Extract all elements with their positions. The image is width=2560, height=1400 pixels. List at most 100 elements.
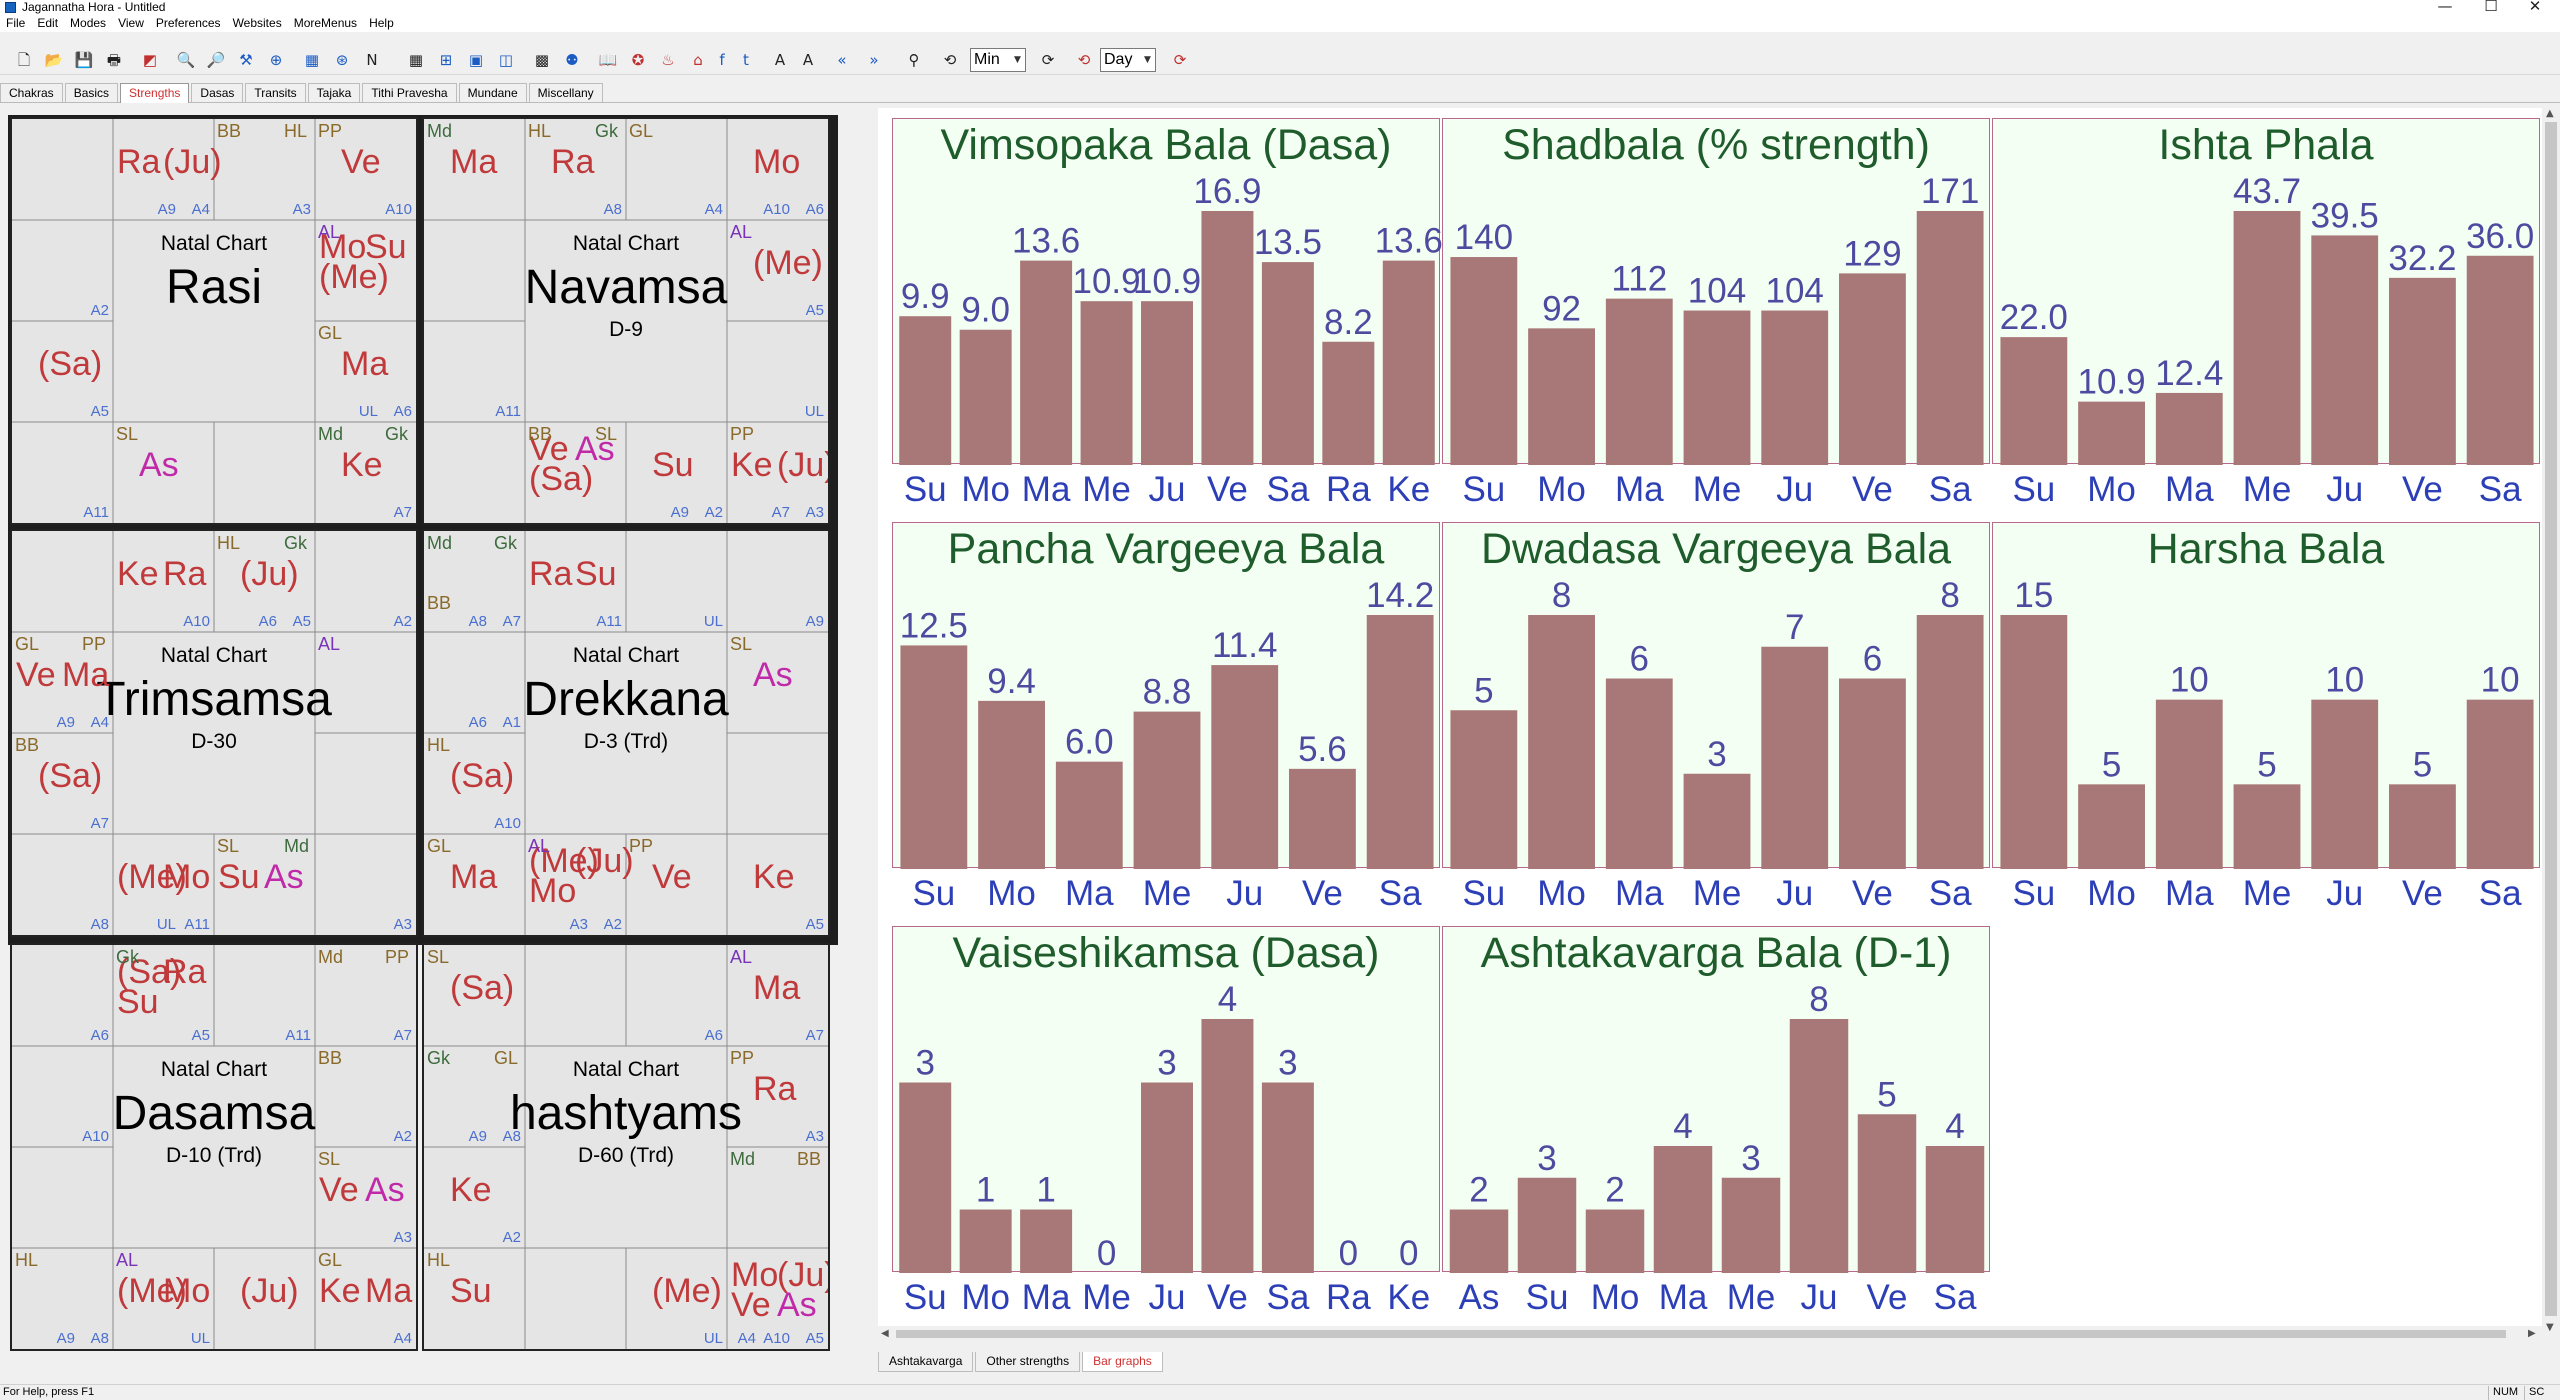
house-cell-h1[interactable]: (Sa) Ra Su Gk A5: [113, 945, 214, 1046]
globe-icon[interactable]: ⊕: [269, 51, 283, 69]
house-cell-h8[interactable]: As SL: [113, 422, 214, 523]
scroll-left-icon[interactable]: ◀: [881, 1328, 889, 1339]
day-forward-icon[interactable]: ⟳: [1173, 51, 1187, 69]
house-cell-h1[interactable]: Ra HL Gk A8: [525, 119, 626, 220]
help-pointer-icon[interactable]: ⚲: [908, 51, 920, 69]
house-cell-h3[interactable]: A9: [727, 531, 828, 632]
menu-file[interactable]: File: [6, 16, 26, 30]
house-cell-h9[interactable]: A11: [12, 422, 113, 523]
house-cell-h10[interactable]: Ke A2: [424, 1147, 525, 1248]
house-icon[interactable]: ⌂: [693, 51, 703, 69]
house-cell-h2[interactable]: BB HL A3: [214, 119, 315, 220]
tools-icon[interactable]: ⚒: [239, 51, 253, 69]
new-file-icon[interactable]: 🗋: [17, 51, 31, 69]
print-icon[interactable]: 🖶: [106, 51, 122, 69]
house-cell-h11[interactable]: Gk GL A9 A8: [424, 1046, 525, 1147]
house-cell-h11[interactable]: Ve Ma GL PP A9 A4: [12, 632, 113, 733]
house-cell-h11[interactable]: A6 A1: [424, 632, 525, 733]
chart-rasi[interactable]: Natal Chart Rasi Ra (Ju) A9 A4 BB HL A3 Ve PP A10 Mo…: [10, 117, 418, 525]
house-cell-h3[interactable]: Mo A10 A6: [727, 119, 828, 220]
house-cell-h6[interactable]: Ke Md Gk A7: [315, 422, 416, 523]
house-cell-h8[interactable]: (Me) Mo AL UL: [113, 1248, 214, 1349]
menu-edit[interactable]: Edit: [37, 16, 59, 30]
house-cell-h4[interactable]: Ra PP A3: [727, 1046, 828, 1147]
horizontal-scrollbar[interactable]: ◀ ▶: [878, 1326, 2542, 1342]
grid-chart-icon[interactable]: ▦: [408, 51, 424, 69]
dance-icon[interactable]: ✪: [631, 51, 645, 69]
house-cell-h7[interactable]: (Ju): [214, 1248, 315, 1349]
open-file-icon[interactable]: 📂: [44, 51, 64, 69]
house-cell-h7[interactable]: Su A9 A2: [626, 422, 727, 523]
maximize-button[interactable]: ☐: [2484, 0, 2498, 15]
bottom-tab-other-strengths[interactable]: Other strengths: [975, 1352, 1081, 1372]
forward-icon[interactable]: »: [869, 51, 879, 69]
house-cell-h5[interactable]: Ve As SL A3: [315, 1147, 416, 1248]
chart-navamsa[interactable]: Natal Chart Navamsa D-9 Ra HL Gk A8 GL A4 Ma Md Mo A…: [422, 117, 830, 525]
close-button[interactable]: ✕: [2528, 0, 2542, 15]
tab-chakras[interactable]: Chakras: [0, 83, 63, 102]
house-cell-h2[interactable]: A6: [626, 945, 727, 1046]
house-cell-h12[interactable]: Md Gk BB A8 A7: [424, 531, 525, 632]
facebook-icon[interactable]: f: [719, 51, 725, 69]
scroll-down-icon[interactable]: ▼: [2546, 1322, 2554, 1333]
tab-strengths[interactable]: Strengths: [120, 83, 190, 103]
house-cell-h3[interactable]: Ve PP A10: [315, 119, 416, 220]
menu-modes[interactable]: Modes: [70, 16, 107, 30]
house-cell-h6[interactable]: Ke A5: [727, 834, 828, 935]
house-cell-h5[interactable]: Ma GL UL A6: [315, 321, 416, 422]
menu-view[interactable]: View: [118, 16, 144, 30]
house-cell-h9[interactable]: Su HL: [424, 1248, 525, 1349]
tab-transits[interactable]: Transits: [245, 83, 306, 102]
scroll-up-icon[interactable]: ▲: [2546, 108, 2554, 119]
house-cell-h9[interactable]: Ma GL: [424, 834, 525, 935]
house-cell-h2[interactable]: UL: [626, 531, 727, 632]
house-cell-h6[interactable]: A3: [315, 834, 416, 935]
house-cell-h8[interactable]: (Me) Mo UL A11: [113, 834, 214, 935]
time-forward-icon[interactable]: ⟳: [1041, 51, 1055, 69]
bottom-tab-bar-graphs[interactable]: Bar graphs: [1082, 1352, 1163, 1372]
fire-icon[interactable]: ♨: [661, 51, 675, 69]
tab-miscellany[interactable]: Miscellany: [528, 83, 603, 102]
house-cell-h6[interactable]: Ke (Ju) PP A7 A3: [727, 422, 828, 523]
people-icon[interactable]: ⚉: [565, 51, 579, 69]
house-cell-h10[interactable]: A11: [424, 321, 525, 422]
house-cell-h4[interactable]: (Me) AL A5: [727, 220, 828, 321]
tab-tajaka[interactable]: Tajaka: [307, 83, 361, 102]
back-icon[interactable]: «: [837, 51, 847, 69]
time-step-select[interactable]: Min ▼: [970, 48, 1026, 72]
bottom-tab-ashtakavarga[interactable]: Ashtakavarga: [878, 1352, 974, 1372]
house-cell-h4[interactable]: AL: [315, 632, 416, 733]
house-cell-h3[interactable]: Ma AL A7: [727, 945, 828, 1046]
menu-moremenus[interactable]: MoreMenus: [293, 16, 358, 30]
time-back-icon[interactable]: ⟲: [943, 51, 957, 69]
house-cell-h6[interactable]: Mo (Ju) Ve As A4 A10 A5: [727, 1248, 828, 1349]
book-icon[interactable]: 📖: [598, 51, 618, 69]
house-cell-h9[interactable]: A8: [12, 834, 113, 935]
data-search-icon[interactable]: 🔍: [176, 51, 196, 69]
font-small-icon[interactable]: A: [802, 51, 814, 69]
matrix-icon[interactable]: ▩: [534, 51, 550, 69]
house-cell-h9[interactable]: HL A9 A8: [12, 1248, 113, 1349]
house-cell-h11[interactable]: A10: [12, 1046, 113, 1147]
tab-basics[interactable]: Basics: [64, 83, 119, 102]
chart-hashtyams[interactable]: Natal Chart hashtyams D-60 (Trd) Gk GL A9 A8 A6…: [422, 943, 830, 1351]
menu-help[interactable]: Help: [369, 16, 394, 30]
save-icon[interactable]: 💾: [74, 51, 94, 69]
house-cell-h8[interactable]: (Me) (Ju) Mo AL A3 A2: [525, 834, 634, 935]
house-cell-h12[interactable]: (Sa) SL: [424, 945, 525, 1046]
house-cell-h10[interactable]: (Sa) HL A10: [424, 733, 525, 834]
house-cell-h10[interactable]: (Sa) A5: [12, 321, 113, 422]
menu-preferences[interactable]: Preferences: [155, 16, 221, 30]
house-cell-h6[interactable]: Ke Ma GL A4: [315, 1248, 416, 1349]
house-cell-h1[interactable]: Ra Su A11: [525, 531, 626, 632]
chart-drekkana[interactable]: Natal Chart Drekkana D-3 (Trd) A6 A1 Ra Su A11 U…: [422, 529, 830, 937]
house-cell-h1[interactable]: Ke Ra A10: [113, 531, 214, 632]
square-chart-icon[interactable]: ◫: [498, 51, 514, 69]
house-cell-h2[interactable]: A11: [214, 945, 315, 1046]
house-cell-h3[interactable]: Md PP A7: [315, 945, 416, 1046]
tab-dasas[interactable]: Dasas: [191, 83, 244, 102]
house-cell-h12[interactable]: Ma Md: [424, 119, 525, 220]
twitter-icon[interactable]: t: [743, 51, 749, 69]
house-cell-h4[interactable]: Mo Su (Me) AL: [315, 220, 416, 321]
vertical-scrollbar[interactable]: ▲ ▼: [2542, 108, 2560, 1338]
